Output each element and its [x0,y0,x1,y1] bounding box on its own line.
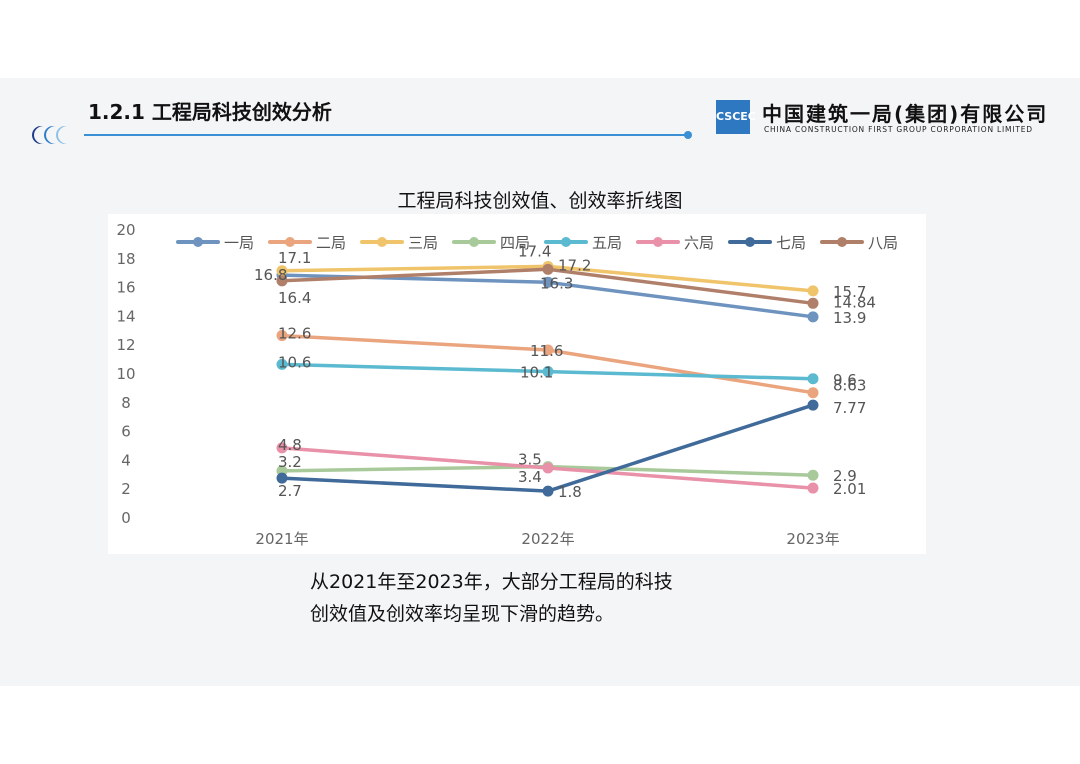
legend-label: 二局 [316,234,346,252]
caption-line-2: 创效值及创效率均呈现下滑的趋势。 [310,603,615,625]
chart-title: 工程局科技创效值、创效率折线图 [397,190,683,212]
data-label: 1.8 [558,483,582,501]
data-point [542,263,554,275]
data-label: 11.6 [530,342,563,360]
data-point [542,485,554,497]
data-label: 16.4 [278,289,311,307]
chevrons-icon [28,124,78,150]
data-label: 4.8 [278,436,302,454]
data-label: 16.3 [540,274,573,292]
data-point [807,482,819,494]
data-point [542,366,554,378]
data-label: 17.2 [558,256,591,274]
data-label: 2.9 [833,467,857,485]
legend-label: 五局 [592,234,622,252]
legend-marker [837,237,847,247]
caption: 从2021年至2023年，大部分工程局的科技 创效值及创效率均呈现下滑的趋势。 [310,566,770,630]
series-line [281,403,814,493]
data-point [807,399,819,411]
data-label: 12.6 [278,325,311,343]
x-tick-label: 2022年 [521,530,574,548]
data-point [807,285,819,297]
data-point [276,265,288,277]
data-point [542,462,554,474]
y-tick-label: 4 [121,451,131,469]
legend-label: 七局 [776,234,806,252]
company-name-cn: 中国建筑一局(集团)有限公司 [762,102,1049,126]
y-tick-label: 18 [116,250,135,268]
y-tick-label: 14 [116,307,135,325]
caption-line-1: 从2021年至2023年，大部分工程局的科技 [310,571,673,593]
data-point [807,387,819,399]
data-label: 15.7 [833,283,866,301]
data-label: 14.84 [833,293,876,311]
data-label: 9.6 [833,371,857,389]
data-label: 17.1 [278,249,311,267]
data-label: 13.9 [833,309,866,327]
data-point [807,373,819,385]
legend-label: 六局 [684,234,714,252]
legend-marker [377,237,387,247]
data-point [542,344,554,356]
data-label: 8.63 [833,377,866,395]
y-tick-label: 8 [121,394,131,412]
data-label: 10.1 [520,364,553,382]
data-point [276,275,288,287]
legend-label: 八局 [868,234,898,252]
legend-marker [561,237,571,247]
chart-panel: 0 2 4 6 8 10 12 14 16 18 20 2021年 2022年 2023年 一局 二局 三局 四局… [108,214,926,554]
data-label: 2.7 [278,482,302,500]
legend-marker [745,237,755,247]
data-label: 3.4 [518,468,542,486]
company-name-en: CHINA CONSTRUCTION FIRST GROUP CORPORATI… [764,125,1033,134]
data-point [807,469,819,481]
y-tick-label: 12 [116,336,135,354]
legend-marker [469,237,479,247]
data-label: 3.5 [518,451,542,469]
header-divider-dot [684,131,692,139]
data-label: 16.8 [254,266,287,284]
y-tick-label: 0 [121,509,131,527]
data-point [276,442,288,454]
y-tick-label: 6 [121,423,131,441]
line-chart: 0 2 4 6 8 10 12 14 16 18 20 2021年 2022年 2023年 一局 二局 三局 四局… [116,221,898,548]
data-label: 2.01 [833,480,866,498]
data-point [807,311,819,323]
legend-marker [193,237,203,247]
data-label: 3.2 [278,453,302,471]
header-divider [84,134,688,136]
company-logo-icon: CSCEC [716,100,756,134]
legend-label: 四局 [500,234,530,252]
data-label: 17.4 [518,242,551,260]
data-point [276,358,288,370]
legend-label: 一局 [224,234,254,252]
data-point [542,276,554,288]
data-point [276,472,288,484]
page-title: 1.2.1 工程局科技创效分析 [88,100,332,124]
data-label: 7.77 [833,399,866,417]
data-label: 10.6 [278,353,311,371]
x-tick-label: 2021年 [255,530,308,548]
data-point [807,297,819,309]
y-tick-label: 20 [116,221,135,239]
y-tick-label: 16 [116,279,135,297]
y-tick-label: 2 [121,480,131,498]
data-point [276,330,288,342]
legend-marker [653,237,663,247]
x-tick-label: 2023年 [786,530,839,548]
y-tick-label: 10 [116,365,135,383]
legend-label: 三局 [408,234,438,252]
legend-marker [285,237,295,247]
